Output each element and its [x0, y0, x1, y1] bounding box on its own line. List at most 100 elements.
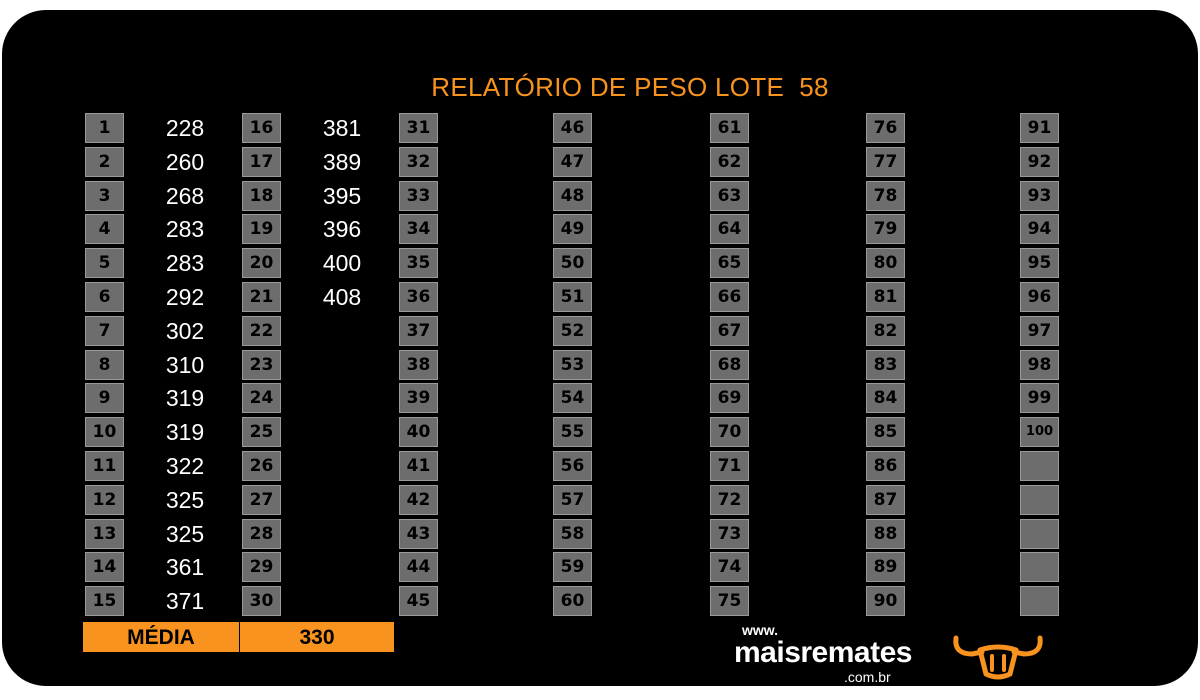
animal-number: 11: [85, 451, 124, 481]
animal-number: 15: [85, 586, 124, 616]
animal-number: 60: [553, 586, 592, 616]
animal-number: 54: [553, 383, 592, 413]
bull-head-icon: [953, 635, 1043, 680]
animal-number: 70: [710, 417, 749, 447]
animal-number: 26: [242, 451, 281, 481]
animal-weight: 310: [165, 352, 205, 378]
animal-number: 84: [866, 383, 905, 413]
animal-number: 86: [866, 451, 905, 481]
animal-number: 39: [399, 383, 438, 413]
animal-weight: 389: [322, 149, 362, 175]
animal-number: 95: [1020, 248, 1059, 278]
animal-number: 7: [85, 316, 124, 346]
animal-number: 37: [399, 316, 438, 346]
animal-number: 47: [553, 147, 592, 177]
animal-number: 76: [866, 113, 905, 143]
animal-weight: 361: [165, 554, 205, 580]
animal-number: 35: [399, 248, 438, 278]
animal-weight: 396: [322, 216, 362, 242]
animal-number: 41: [399, 451, 438, 481]
animal-number: 62: [710, 147, 749, 177]
animal-number: 77: [866, 147, 905, 177]
animal-number: 100: [1020, 417, 1059, 447]
media-label: MÉDIA: [83, 622, 239, 652]
animal-weight: 283: [165, 216, 205, 242]
brand-name: maisremates: [734, 636, 912, 669]
animal-number: 25: [242, 417, 281, 447]
animal-weight: [302, 316, 382, 346]
animal-number: 24: [242, 383, 281, 413]
animal-number: 21: [242, 282, 281, 312]
animal-number: 20: [242, 248, 281, 278]
animal-weight: 325: [165, 521, 205, 547]
animal-number: 40: [399, 417, 438, 447]
animal-number: 51: [553, 282, 592, 312]
animal-number: 43: [399, 519, 438, 549]
animal-number: 42: [399, 485, 438, 515]
report-panel: RELATÓRIO DE PESO LOTE 58 1 228 2 260 3 268 4 2…: [2, 10, 1198, 686]
animal-number: 18: [242, 181, 281, 211]
animal-number: 28: [242, 519, 281, 549]
animal-number: 8: [85, 350, 124, 380]
animal-number: 63: [710, 181, 749, 211]
animal-number: 16: [242, 113, 281, 143]
animal-number: 29: [242, 552, 281, 582]
animal-number: 4: [85, 214, 124, 244]
animal-number: 45: [399, 586, 438, 616]
animal-number: 78: [866, 181, 905, 211]
animal-number: 69: [710, 383, 749, 413]
animal-weight: 283: [165, 250, 205, 276]
animal-weight: [302, 350, 382, 380]
animal-number: 90: [866, 586, 905, 616]
animal-number: 31: [399, 113, 438, 143]
animal-number: 52: [553, 316, 592, 346]
animal-number: 46: [553, 113, 592, 143]
animal-weight: 292: [165, 284, 205, 310]
media-value: 330: [240, 622, 394, 652]
animal-number: 75: [710, 586, 749, 616]
animal-number: [1020, 451, 1059, 481]
animal-weight: 302: [165, 318, 205, 344]
brand-www: www.: [742, 622, 779, 638]
animal-number: 91: [1020, 113, 1059, 143]
animal-number: 56: [553, 451, 592, 481]
animal-weight: 381: [322, 115, 362, 141]
animal-number: 87: [866, 485, 905, 515]
animal-number: 23: [242, 350, 281, 380]
animal-number: 10: [85, 417, 124, 447]
animal-number: 44: [399, 552, 438, 582]
animal-number: 58: [553, 519, 592, 549]
animal-weight: 322: [165, 453, 205, 479]
animal-number: 1: [85, 113, 124, 143]
animal-weight: [302, 586, 382, 616]
report-title: RELATÓRIO DE PESO LOTE 58: [431, 72, 829, 102]
animal-number: 36: [399, 282, 438, 312]
animal-weight: 325: [165, 487, 205, 513]
animal-number: 98: [1020, 350, 1059, 380]
animal-number: [1020, 586, 1059, 616]
animal-number: 59: [553, 552, 592, 582]
animal-number: 83: [866, 350, 905, 380]
animal-number: 74: [710, 552, 749, 582]
animal-number: 27: [242, 485, 281, 515]
animal-number: 2: [85, 147, 124, 177]
animal-number: 85: [866, 417, 905, 447]
animal-weight: 400: [322, 250, 362, 276]
animal-number: 80: [866, 248, 905, 278]
animal-number: 19: [242, 214, 281, 244]
animal-weight: [302, 552, 382, 582]
animal-number: 12: [85, 485, 124, 515]
animal-number: 50: [553, 248, 592, 278]
animal-number: 34: [399, 214, 438, 244]
animal-number: 71: [710, 451, 749, 481]
animal-number: 22: [242, 316, 281, 346]
animal-number: [1020, 519, 1059, 549]
animal-weight: 319: [165, 419, 205, 445]
animal-number: 92: [1020, 147, 1059, 177]
animal-number: 99: [1020, 383, 1059, 413]
animal-number: 93: [1020, 181, 1059, 211]
animal-number: 55: [553, 417, 592, 447]
animal-number: 96: [1020, 282, 1059, 312]
animal-weight: [302, 485, 382, 515]
animal-number: 49: [553, 214, 592, 244]
